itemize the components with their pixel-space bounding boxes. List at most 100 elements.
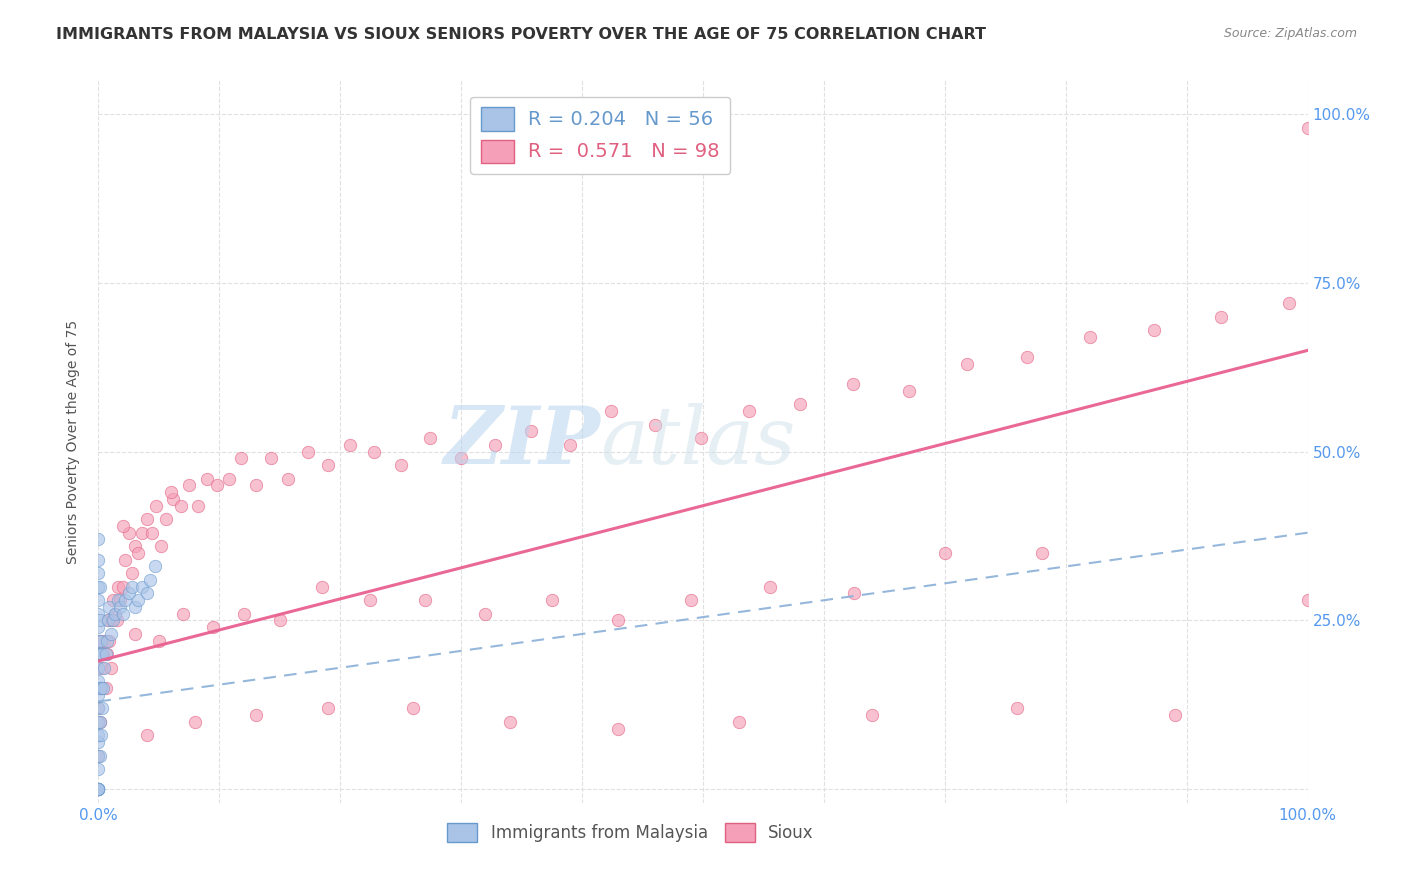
Point [202, 620, 225, 634]
Point [135, 586, 157, 600]
Point [124, 539, 146, 553]
Point [87, 647, 110, 661]
Point [91, 647, 114, 661]
Point [100, 627, 122, 641]
Point [311, 580, 333, 594]
Point [195, 472, 218, 486]
Point [172, 607, 194, 621]
Point [105, 614, 128, 628]
Point [87, 701, 110, 715]
Point [111, 607, 134, 621]
Point [316, 701, 339, 715]
Point [87, 762, 110, 776]
Point [97, 614, 120, 628]
Point [90, 633, 112, 648]
Point [844, 586, 866, 600]
Point [689, 431, 711, 445]
Point [1007, 701, 1029, 715]
Point [87, 620, 110, 634]
Point [111, 519, 134, 533]
Point [111, 580, 134, 594]
Point [143, 559, 166, 574]
Point [1209, 310, 1232, 324]
Point [450, 451, 472, 466]
Point [91, 661, 114, 675]
Point [1143, 323, 1166, 337]
Point [91, 681, 114, 695]
Point [89, 633, 111, 648]
Point [131, 525, 153, 540]
Point [229, 451, 252, 466]
Point [90, 681, 112, 695]
Point [100, 614, 122, 628]
Point [419, 431, 441, 445]
Point [87, 533, 110, 547]
Point [89, 714, 111, 729]
Point [232, 607, 254, 621]
Point [758, 580, 780, 594]
Point [474, 607, 496, 621]
Point [114, 552, 136, 566]
Point [124, 599, 146, 614]
Point [87, 782, 110, 797]
Point [101, 593, 124, 607]
Point [607, 614, 630, 628]
Point [87, 782, 110, 797]
Point [87, 714, 110, 729]
Point [187, 499, 209, 513]
Point [89, 614, 111, 628]
Point [118, 525, 141, 540]
Point [121, 580, 143, 594]
Text: IMMIGRANTS FROM MALAYSIA VS SIOUX SENIORS POVERTY OVER THE AGE OF 75 CORRELATION: IMMIGRANTS FROM MALAYSIA VS SIOUX SENIOR… [56, 27, 986, 42]
Point [108, 599, 131, 614]
Point [100, 661, 122, 675]
Point [131, 580, 153, 594]
Point [860, 708, 883, 723]
Point [139, 573, 162, 587]
Point [498, 714, 520, 729]
Point [87, 661, 110, 675]
Point [607, 722, 630, 736]
Point [93, 661, 115, 675]
Point [277, 472, 299, 486]
Point [94, 647, 117, 661]
Point [127, 546, 149, 560]
Point [104, 607, 127, 621]
Point [218, 472, 240, 486]
Point [339, 438, 361, 452]
Point [540, 593, 562, 607]
Point [87, 607, 110, 621]
Point [169, 499, 191, 513]
Point [269, 614, 291, 628]
Point [87, 782, 110, 797]
Point [118, 586, 141, 600]
Point [121, 566, 143, 581]
Point [87, 593, 110, 607]
Point [87, 728, 110, 742]
Point [184, 714, 207, 729]
Point [107, 580, 129, 594]
Point [955, 357, 977, 371]
Point [96, 633, 118, 648]
Point [87, 674, 110, 689]
Point [155, 512, 177, 526]
Point [91, 647, 114, 661]
Point [87, 580, 110, 594]
Point [127, 593, 149, 607]
Point [90, 728, 112, 742]
Point [934, 546, 956, 560]
Point [90, 681, 112, 695]
Point [413, 593, 436, 607]
Text: Source: ZipAtlas.com: Source: ZipAtlas.com [1223, 27, 1357, 40]
Point [160, 485, 183, 500]
Point [91, 701, 114, 715]
Text: atlas: atlas [600, 403, 796, 480]
Point [124, 627, 146, 641]
Point [520, 425, 543, 439]
Point [145, 499, 167, 513]
Point [87, 647, 110, 661]
Point [87, 688, 110, 702]
Point [558, 438, 581, 452]
Point [316, 458, 339, 472]
Point [89, 580, 111, 594]
